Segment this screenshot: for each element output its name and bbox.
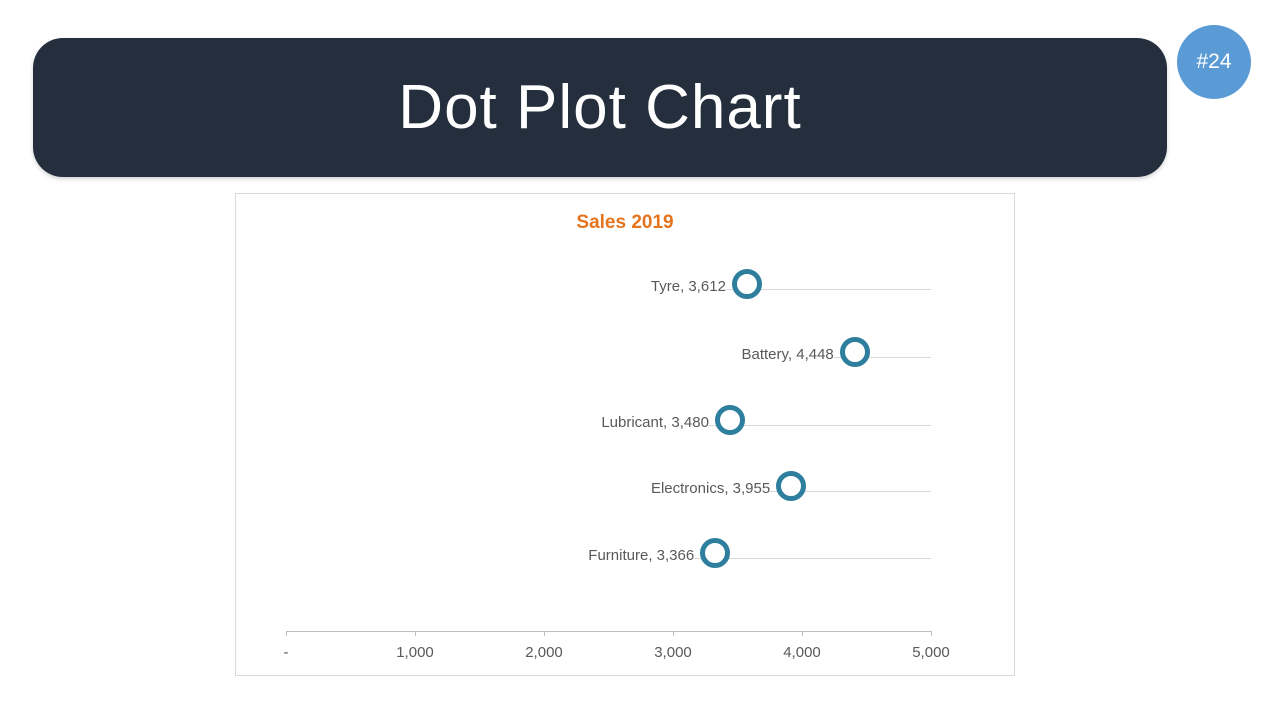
x-axis-tick	[544, 631, 545, 636]
slide-title-bar: Dot Plot Chart	[33, 38, 1167, 177]
data-point-marker[interactable]	[776, 471, 807, 501]
data-point-marker[interactable]	[700, 538, 731, 568]
x-axis-tick-label: 5,000	[912, 644, 950, 661]
plot-area: Tyre, 3,612 Battery, 4,448 Lubricant, 3,48…	[236, 194, 1014, 675]
data-point-label: Furniture, 3,366	[236, 547, 695, 564]
x-axis-tick-label: -	[283, 644, 289, 661]
x-axis-tick	[415, 631, 416, 636]
x-axis	[286, 631, 931, 632]
slide-title: Dot Plot Chart	[398, 73, 802, 142]
data-point-marker[interactable]	[731, 269, 762, 299]
slide-number-label: #24	[1196, 50, 1232, 73]
data-point-label: Tyre, 3,612	[236, 278, 726, 295]
x-axis-tick	[673, 631, 674, 636]
chart-panel[interactable]: Sales 2019 Tyre, 3,612 Battery, 4,448 Lubr…	[235, 193, 1015, 676]
data-point-label: Lubricant, 3,480	[236, 414, 709, 431]
x-axis-tick-label: 2,000	[525, 644, 563, 661]
data-point-label: Electronics, 3,955	[236, 480, 771, 497]
x-axis-tick	[286, 631, 287, 636]
x-axis-tick-label: 3,000	[654, 644, 692, 661]
x-axis-tick	[931, 631, 932, 636]
data-point-label: Battery, 4,448	[236, 346, 834, 363]
chart-title: Sales 2019	[576, 212, 674, 233]
data-point-marker[interactable]	[714, 405, 745, 435]
x-axis-tick	[802, 631, 803, 636]
data-point-marker[interactable]	[839, 337, 870, 367]
x-axis-tick-label: 4,000	[783, 644, 821, 661]
slide-number-badge: #24	[1177, 25, 1251, 99]
x-axis-tick-label: 1,000	[396, 644, 434, 661]
